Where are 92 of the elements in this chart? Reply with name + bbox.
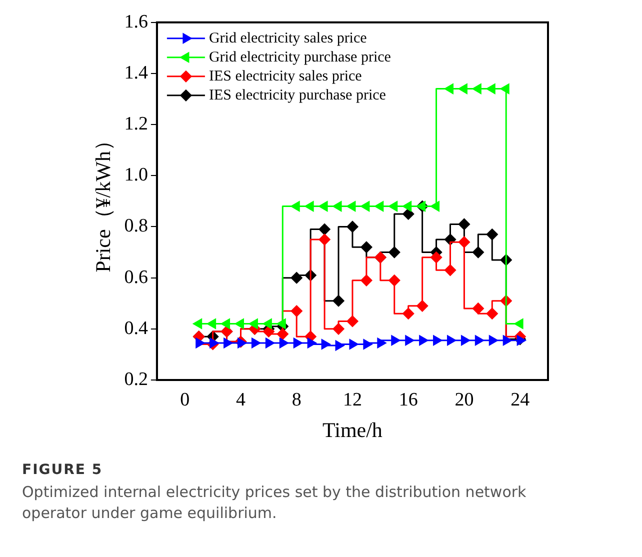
x-tick-label: 8 — [292, 389, 302, 410]
point — [332, 295, 344, 307]
point — [446, 335, 456, 346]
point — [346, 220, 358, 232]
point — [472, 84, 482, 94]
point — [402, 308, 414, 320]
point — [363, 339, 372, 350]
point — [377, 338, 386, 348]
y-tick-label: 1.0 — [124, 164, 148, 186]
point — [290, 305, 302, 317]
point — [388, 274, 400, 286]
point — [486, 228, 498, 240]
text: Optimized internal electricity prices set by the distribution network operator under game equilibrium. — [22, 482, 528, 524]
point — [265, 338, 274, 348]
point — [321, 339, 330, 350]
x-tick-label: 16 — [398, 389, 418, 410]
point — [514, 318, 524, 329]
point — [430, 252, 442, 264]
point — [335, 340, 344, 351]
point — [293, 338, 302, 348]
point — [332, 323, 344, 335]
point — [444, 84, 454, 94]
y-tick-label: 1.4 — [124, 62, 148, 84]
point — [332, 201, 342, 212]
point — [307, 338, 316, 348]
y-tick-label: 0.4 — [124, 318, 148, 339]
point — [196, 338, 205, 348]
y-tick-label: 1.6 — [124, 11, 148, 32]
y-tick-label: 0.6 — [124, 266, 148, 288]
point — [193, 318, 202, 329]
x-tick-label: 24 — [510, 389, 530, 410]
x-tick-label: 12 — [342, 389, 362, 410]
point — [374, 201, 384, 212]
point — [237, 338, 246, 348]
point — [346, 201, 356, 212]
point — [210, 338, 219, 348]
point — [262, 318, 272, 329]
point — [458, 218, 470, 230]
point — [276, 328, 288, 340]
x-axis-title: Time/h — [322, 418, 383, 442]
point — [460, 335, 470, 346]
point — [388, 201, 398, 212]
point — [318, 224, 330, 236]
x-tick-label: 0 — [180, 389, 190, 410]
point — [391, 335, 400, 346]
legend-label: Grid electricity purchase price — [208, 49, 392, 66]
point — [402, 201, 412, 212]
point — [224, 338, 233, 348]
point — [458, 236, 470, 248]
point — [276, 318, 286, 329]
point — [290, 272, 302, 284]
point — [488, 335, 498, 346]
point — [502, 335, 512, 346]
point — [405, 335, 414, 346]
legend-label: Grid electricity sales price — [208, 30, 368, 46]
y-tick-label: 0.2 — [124, 368, 148, 390]
point — [207, 318, 216, 329]
point — [290, 201, 300, 212]
point — [472, 246, 484, 258]
point — [402, 208, 414, 220]
point — [304, 201, 314, 212]
point — [472, 302, 484, 314]
point — [221, 318, 230, 329]
point — [346, 316, 358, 327]
legend-label: IES electricity purchase price — [208, 87, 386, 104]
point — [416, 201, 426, 212]
point — [516, 335, 526, 346]
y-axis-title: Price（¥/kWh） — [91, 130, 116, 272]
point — [360, 274, 372, 286]
x-tick-label: 4 — [236, 389, 246, 410]
point — [444, 264, 456, 276]
point — [318, 234, 330, 246]
point — [349, 339, 358, 350]
point — [458, 84, 468, 94]
point — [486, 84, 496, 94]
point — [500, 84, 510, 94]
y-tick-label: 0.8 — [124, 216, 148, 237]
point — [474, 335, 484, 346]
point — [430, 201, 440, 212]
y-tick-label: 1.2 — [124, 114, 148, 135]
point — [486, 308, 498, 320]
point — [262, 326, 274, 338]
legend-label: IES electricity sales price — [208, 68, 362, 84]
point — [416, 300, 428, 312]
point — [360, 201, 370, 212]
point — [388, 246, 400, 258]
point — [318, 201, 328, 212]
x-tick-label: 20 — [454, 389, 474, 410]
point — [360, 241, 372, 253]
point — [251, 338, 260, 348]
text: FIGURE 5 — [22, 462, 104, 478]
point — [279, 338, 288, 348]
